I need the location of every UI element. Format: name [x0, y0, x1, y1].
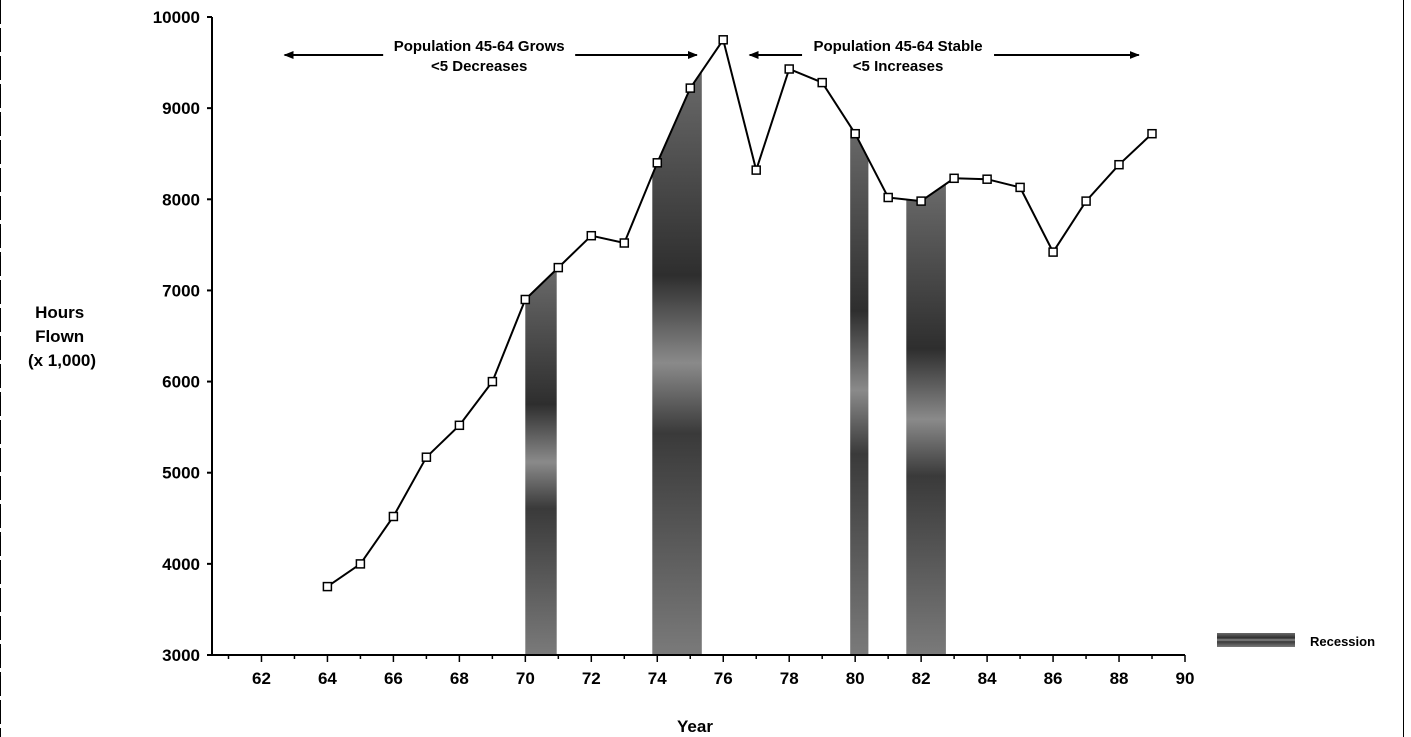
data-point-73 — [619, 238, 630, 248]
data-point-78 — [784, 64, 794, 74]
data-point-75 — [685, 83, 696, 93]
recession-bands — [525, 71, 946, 655]
y-tick-label-9000: 9000 — [162, 99, 200, 118]
data-point-67 — [421, 452, 432, 462]
x-tick-label-84: 84 — [978, 669, 997, 688]
x-tick-label-90: 90 — [1176, 669, 1195, 688]
y-axis-label-line-2: Flown — [35, 327, 84, 346]
data-point-84 — [982, 174, 992, 184]
data-point-65 — [355, 559, 366, 569]
x-tick-label-86: 86 — [1044, 669, 1063, 688]
data-point-64 — [322, 581, 333, 592]
data-point-81 — [883, 192, 893, 203]
data-point-69 — [487, 376, 498, 387]
x-tick-label-76: 76 — [714, 669, 733, 688]
legend-recession-swatch — [1217, 633, 1295, 647]
y-tick-label-5000: 5000 — [162, 464, 200, 483]
legend: Recession — [1217, 633, 1375, 649]
y-tick-label-4000: 4000 — [162, 555, 200, 574]
x-tick-label-88: 88 — [1110, 669, 1129, 688]
y-tick-label-3000: 3000 — [162, 646, 200, 665]
x-tick-label-78: 78 — [780, 669, 799, 688]
data-point-87 — [1081, 196, 1091, 206]
data-point-74 — [652, 158, 663, 168]
data-point-83 — [949, 173, 959, 184]
x-tick-label-74: 74 — [648, 669, 667, 688]
annotation-1-line-2: <5 Decreases — [431, 58, 527, 75]
y-tick-label-7000: 7000 — [162, 281, 200, 300]
annotation-1-line-1: Population 45-64 Grows — [394, 38, 565, 55]
data-point-71 — [553, 262, 564, 273]
annotations: Population 45-64 Grows <5 Decreases Popula… — [283, 38, 1140, 75]
y-axis-label: Hours Flown (x 1,000) — [28, 303, 96, 370]
recession-band-4 — [906, 184, 946, 655]
data-point-66 — [388, 511, 399, 522]
x-axis-label: Year — [677, 717, 713, 736]
legend-recession-label: Recession — [1310, 634, 1375, 649]
y-tick-label-6000: 6000 — [162, 373, 200, 392]
data-point-86 — [1048, 247, 1058, 257]
recession-band-3 — [850, 126, 869, 655]
x-tick-label-64: 64 — [318, 669, 337, 688]
data-point-88 — [1114, 159, 1124, 170]
y-axis-label-line-3: (x 1,000) — [28, 351, 96, 370]
data-point-70 — [520, 294, 531, 305]
x-tick-label-62: 62 — [252, 669, 271, 688]
data-point-77 — [751, 165, 761, 175]
annotation-2-line-1: Population 45-64 Stable — [813, 38, 982, 55]
series-hours-flown — [322, 35, 1157, 592]
recession-band-2 — [652, 71, 702, 655]
data-point-82 — [916, 196, 926, 206]
y-axis-label-line-1: Hours — [35, 303, 84, 322]
x-tick-label-70: 70 — [516, 669, 535, 688]
data-point-80 — [850, 128, 860, 139]
data-point-72 — [586, 230, 597, 241]
x-tick-label-82: 82 — [912, 669, 931, 688]
data-point-89 — [1147, 128, 1157, 139]
y-tick-label-10000: 10000 — [153, 8, 200, 27]
data-point-76 — [718, 35, 728, 45]
series-line — [326, 37, 1153, 588]
data-point-79 — [817, 77, 827, 88]
x-tick-label-80: 80 — [846, 669, 865, 688]
x-tick-label-68: 68 — [450, 669, 469, 688]
x-tick-label-72: 72 — [582, 669, 601, 688]
x-tick-label-66: 66 — [384, 669, 403, 688]
annotation-2-line-2: <5 Increases — [853, 58, 944, 75]
data-point-68 — [454, 420, 465, 431]
y-tick-label-8000: 8000 — [162, 190, 200, 209]
data-point-85 — [1015, 182, 1025, 193]
axes: 3000 4000 5000 6000 7000 8000 9000 10000 62 64 66 6… — [153, 8, 1195, 688]
recession-band-1 — [525, 269, 557, 655]
